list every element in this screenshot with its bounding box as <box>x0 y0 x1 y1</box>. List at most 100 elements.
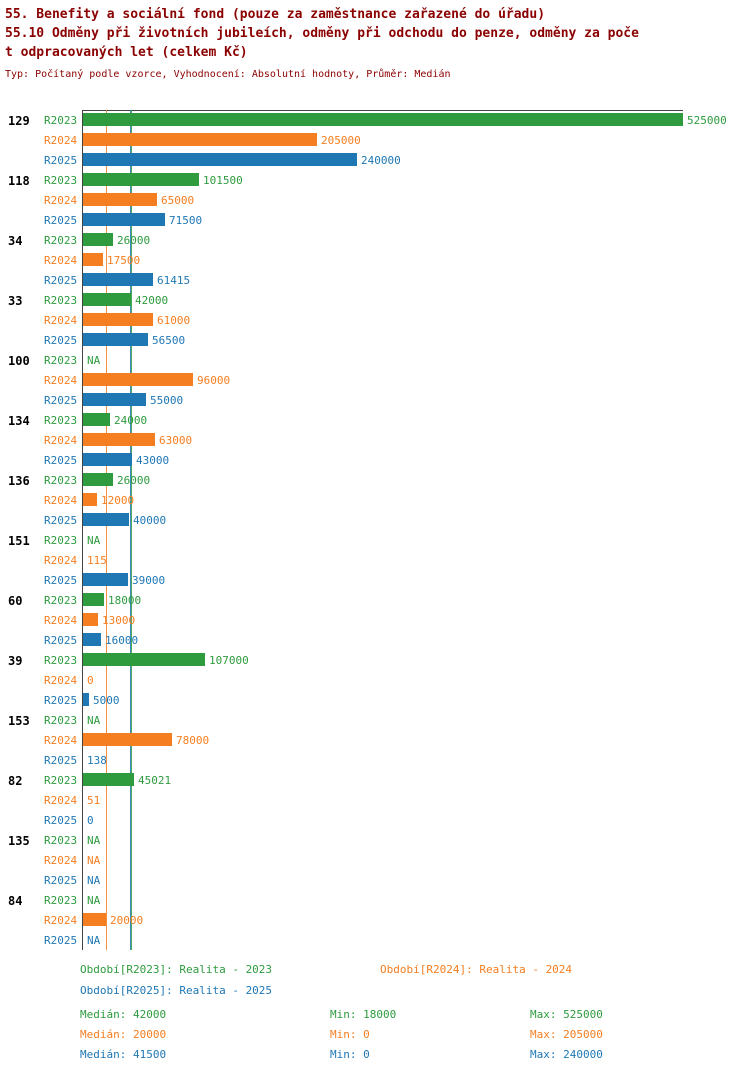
bar-row-136-r2025: R2025 40000 <box>0 510 750 530</box>
bar-value: NA <box>87 854 101 867</box>
chart-title-line3: t odpracovaných let (celkem Kč) <box>5 45 248 60</box>
series-label: R2025 <box>44 454 78 467</box>
bar-118-r2024 <box>83 193 157 206</box>
bar-34-r2025 <box>83 273 153 286</box>
bar-value: 16000 <box>105 634 139 647</box>
bar-group-60: 60 R2023 18000 R2024 13000 R2025 16000 <box>0 590 750 650</box>
series-label: R2023 <box>44 354 78 367</box>
bar-value: 18000 <box>108 594 142 607</box>
stat-median-r2023: Medián: 42000 <box>80 1008 167 1021</box>
bar-row-84-r2023: R2023 NA <box>0 890 750 910</box>
bar-136-r2023 <box>83 473 113 486</box>
chart-header: 55. Benefity a sociální fond (pouze za z… <box>5 5 750 82</box>
chart-subtitle: Typ: Počítaný podle vzorce, Vyhodnocení:… <box>5 69 451 80</box>
bar-value: 39000 <box>132 574 166 587</box>
bar-60-r2024 <box>83 613 98 626</box>
chart-legend: Období[R2023]: Realita - 2023 Období[R20… <box>0 963 750 1003</box>
bar-134-r2025 <box>83 453 132 466</box>
bar-row-136-r2024: R2024 12000 <box>0 490 750 510</box>
chart-stats: Medián: 42000 Min: 18000 Max: 525000 Med… <box>0 1008 750 1070</box>
series-label: R2025 <box>44 814 78 827</box>
stat-median-r2024: Medián: 20000 <box>80 1028 167 1041</box>
series-label: R2025 <box>44 154 78 167</box>
bar-value: 40000 <box>133 514 167 527</box>
series-label: R2024 <box>44 794 78 807</box>
bar-group-153: 153 R2023 NA R2024 78000 R2025 138 <box>0 710 750 770</box>
bar-118-r2023 <box>83 173 199 186</box>
series-label: R2023 <box>44 654 78 667</box>
bar-group-136: 136 R2023 26000 R2024 12000 R2025 40000 <box>0 470 750 530</box>
group-id-label: 39 <box>8 654 23 668</box>
bar-value: 78000 <box>176 734 210 747</box>
median-line-r2023 <box>131 110 132 950</box>
bar-60-r2025 <box>83 633 101 646</box>
bar-group-100: 100 R2023 NA R2024 96000 R2025 55000 <box>0 350 750 410</box>
stats-row-r2024: Medián: 20000 Min: 0 Max: 205000 <box>0 1028 750 1048</box>
legend-item-r2023: Období[R2023]: Realita - 2023 <box>80 963 273 976</box>
bar-row-60-r2025: R2025 16000 <box>0 630 750 650</box>
bar-group-39: 39 R2023 107000 R2024 0 R2025 5000 <box>0 650 750 710</box>
group-id-label: 153 <box>8 714 30 728</box>
bar-100-r2025 <box>83 393 146 406</box>
bar-134-r2024 <box>83 433 155 446</box>
group-id-label: 135 <box>8 834 30 848</box>
series-label: R2024 <box>44 674 78 687</box>
group-id-label: 134 <box>8 414 30 428</box>
series-label: R2025 <box>44 214 78 227</box>
group-id-label: 84 <box>8 894 23 908</box>
bar-row-100-r2023: R2023 NA <box>0 350 750 370</box>
bar-row-118-r2024: R2024 65000 <box>0 190 750 210</box>
bar-34-r2023 <box>83 233 113 246</box>
bar-value: 63000 <box>159 434 193 447</box>
bar-value: 240000 <box>361 154 401 167</box>
bar-row-135-r2024: R2024 NA <box>0 850 750 870</box>
bar-row-39-r2025: R2025 5000 <box>0 690 750 710</box>
bar-value: NA <box>87 354 101 367</box>
stat-max-r2025: Max: 240000 <box>530 1048 603 1061</box>
bar-60-r2023 <box>83 593 104 606</box>
series-label: R2025 <box>44 274 78 287</box>
bar-129-r2025 <box>83 153 357 166</box>
bar-129-r2024 <box>83 133 317 146</box>
bar-value: 0 <box>87 814 94 827</box>
bar-value: 71500 <box>169 214 203 227</box>
legend-item-r2024: Období[R2024]: Realita - 2024 <box>380 963 573 976</box>
bar-row-136-r2023: R2023 26000 <box>0 470 750 490</box>
bar-group-33: 33 R2023 42000 R2024 61000 R2025 56500 <box>0 290 750 350</box>
bar-value: 26000 <box>117 474 151 487</box>
bar-row-153-r2023: R2023 NA <box>0 710 750 730</box>
bar-row-134-r2025: R2025 43000 <box>0 450 750 470</box>
group-id-label: 33 <box>8 294 23 308</box>
bar-row-84-r2024: R2024 20000 <box>0 910 750 930</box>
stat-max-r2023: Max: 525000 <box>530 1008 603 1021</box>
bar-row-151-r2024: R2024 115 <box>0 550 750 570</box>
bar-84-r2024 <box>83 913 106 926</box>
series-label: R2023 <box>44 594 78 607</box>
bar-151-r2025 <box>83 573 128 586</box>
group-id-label: 82 <box>8 774 23 788</box>
stat-max-r2024: Max: 205000 <box>530 1028 603 1041</box>
series-label: R2024 <box>44 554 78 567</box>
series-label: R2023 <box>44 894 78 907</box>
bar-row-134-r2024: R2024 63000 <box>0 430 750 450</box>
stat-min-r2025: Min: 0 <box>330 1048 370 1061</box>
bar-row-82-r2025: R2025 0 <box>0 810 750 830</box>
bar-value: 43000 <box>136 454 170 467</box>
series-label: R2024 <box>44 134 78 147</box>
bar-group-135: 135 R2023 NA R2024 NA R2025 NA <box>0 830 750 890</box>
bar-value: 525000 <box>687 114 727 127</box>
bar-value: 12000 <box>101 494 135 507</box>
bar-row-129-r2024: R2024 205000 <box>0 130 750 150</box>
plot-top-border <box>82 110 683 111</box>
bar-value: 51 <box>87 794 101 807</box>
series-label: R2025 <box>44 514 78 527</box>
bar-153-r2024 <box>83 733 172 746</box>
bar-value: 61000 <box>157 314 191 327</box>
median-line-r2024 <box>105 110 107 950</box>
bar-row-34-r2023: R2023 26000 <box>0 230 750 250</box>
bar-row-39-r2023: R2023 107000 <box>0 650 750 670</box>
bar-group-82: 82 R2023 45021 R2024 51 R2025 0 <box>0 770 750 830</box>
series-label: R2023 <box>44 534 78 547</box>
bar-value: 138 <box>87 754 107 767</box>
